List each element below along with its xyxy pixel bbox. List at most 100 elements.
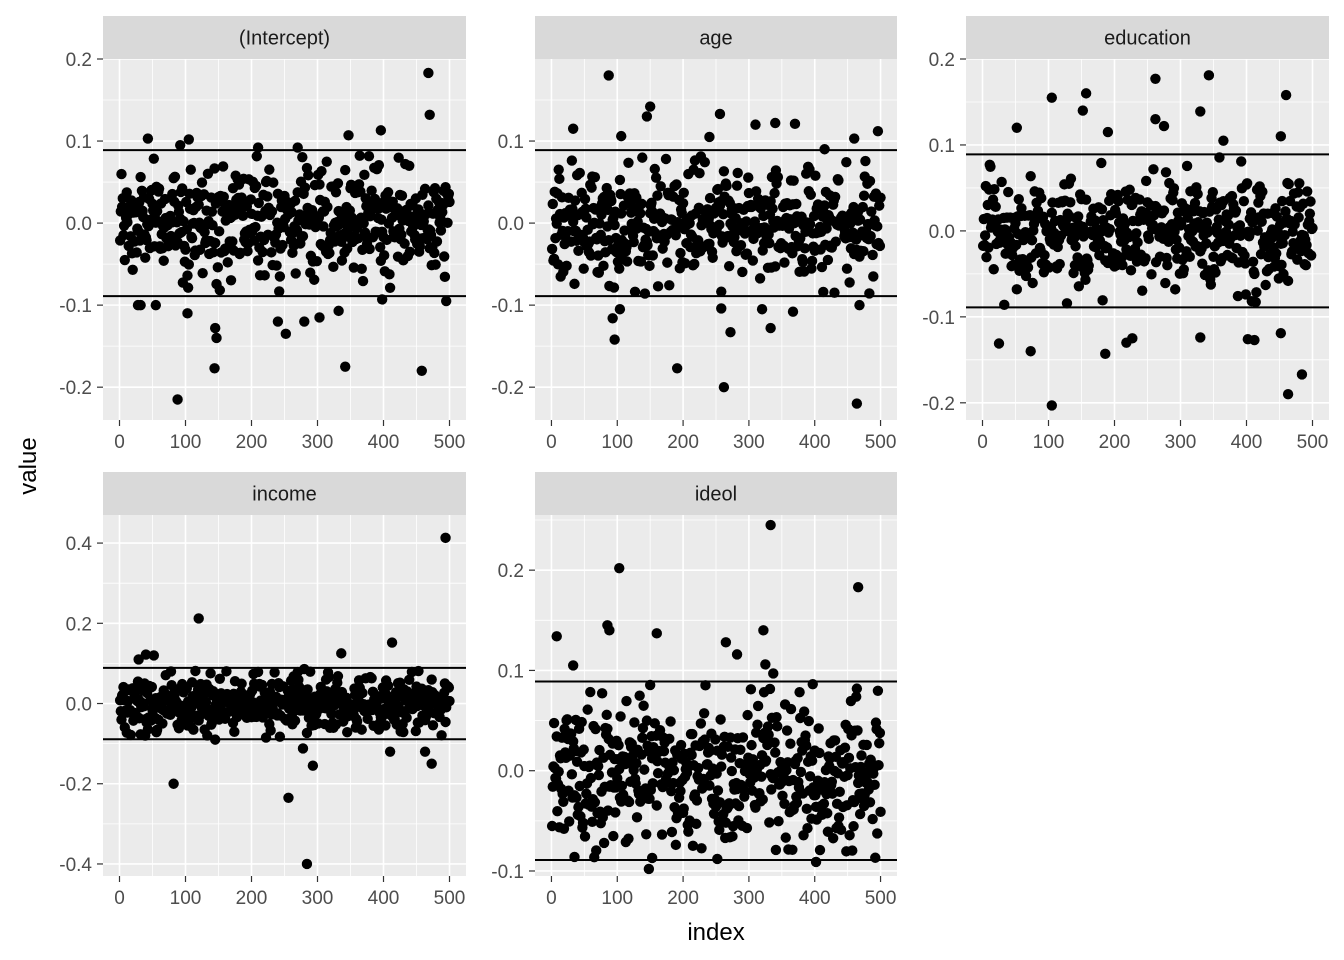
data-point [764, 683, 776, 695]
x-tick-label: 500 [865, 888, 897, 909]
data-point [212, 262, 224, 273]
data-point [1234, 220, 1246, 231]
data-point [1181, 160, 1193, 172]
data-point [290, 268, 301, 279]
data-point [250, 180, 262, 192]
data-point [614, 304, 626, 315]
data-point [988, 264, 999, 275]
data-point [142, 724, 154, 735]
data-point [554, 173, 565, 185]
data-point [292, 142, 303, 153]
data-point [1175, 218, 1187, 230]
data-point [227, 236, 238, 247]
facet-panel-5: ideol -0.1 0.0 0.1 0.2 0 100 200 300 400 500 [491, 472, 897, 909]
data-point [791, 797, 803, 809]
data-point [1022, 262, 1034, 273]
data-point [1282, 389, 1294, 400]
data-point [678, 803, 689, 814]
data-point [623, 833, 634, 844]
data-point [384, 269, 395, 280]
y-tick-label: 0.2 [929, 50, 955, 71]
data-point [641, 715, 653, 726]
data-point [1036, 192, 1047, 204]
data-point [380, 720, 391, 731]
data-point [251, 151, 262, 162]
data-point [629, 286, 641, 298]
data-point [213, 226, 225, 237]
data-point [835, 824, 847, 836]
data-point [364, 243, 375, 255]
data-point [393, 152, 404, 163]
data-point [577, 817, 589, 829]
data-point [856, 750, 867, 761]
data-point [180, 244, 191, 255]
data-point [1143, 233, 1155, 245]
data-point [1070, 241, 1081, 252]
data-point [314, 179, 325, 190]
data-point [328, 261, 339, 273]
data-point [788, 175, 799, 186]
scatter-points [114, 67, 455, 405]
data-point [762, 721, 774, 732]
data-point [699, 156, 711, 168]
scatter-points [114, 532, 455, 870]
data-point [739, 791, 750, 802]
data-point [795, 766, 807, 778]
data-point [668, 765, 680, 776]
data-point [1132, 237, 1143, 248]
data-point [274, 286, 285, 297]
data-point [1011, 122, 1023, 133]
data-point [616, 780, 628, 792]
data-point [1238, 195, 1250, 207]
data-point [1025, 170, 1036, 182]
data-point [791, 198, 802, 210]
data-point [765, 322, 776, 334]
data-point [430, 259, 441, 270]
data-point [257, 246, 268, 258]
data-point [205, 668, 216, 679]
data-point [806, 255, 818, 267]
data-point [562, 714, 573, 725]
facet-strip [535, 472, 897, 515]
data-point [864, 797, 876, 808]
data-point [309, 274, 320, 285]
data-point [356, 263, 367, 274]
data-point [1195, 106, 1206, 117]
data-point [250, 221, 261, 233]
data-point [662, 257, 673, 268]
data-point [867, 249, 878, 261]
data-point [297, 743, 309, 754]
y-tick-label: 0.4 [66, 534, 93, 555]
data-point [580, 203, 591, 214]
data-point [316, 165, 327, 177]
data-point [858, 246, 869, 257]
data-point [1146, 269, 1157, 280]
data-point [423, 67, 434, 79]
data-point [810, 856, 822, 868]
data-point [979, 230, 991, 241]
data-point [714, 219, 725, 231]
data-point [723, 260, 735, 272]
data-point [819, 200, 830, 211]
data-point [646, 197, 657, 209]
data-point [718, 208, 729, 220]
data-point [990, 201, 1001, 213]
data-point [695, 718, 707, 729]
data-point [598, 837, 610, 849]
data-point [746, 739, 757, 751]
data-point [869, 779, 880, 791]
data-point [551, 631, 562, 642]
data-point [1080, 88, 1092, 99]
data-point [631, 812, 643, 823]
data-point [1292, 187, 1304, 198]
data-point [354, 150, 365, 161]
data-point [644, 793, 655, 805]
facet-strip [535, 16, 897, 59]
data-point [704, 131, 715, 143]
data-point [553, 766, 564, 777]
data-point [660, 153, 672, 165]
data-point [211, 332, 222, 344]
data-point [146, 681, 158, 693]
data-point [552, 805, 563, 817]
